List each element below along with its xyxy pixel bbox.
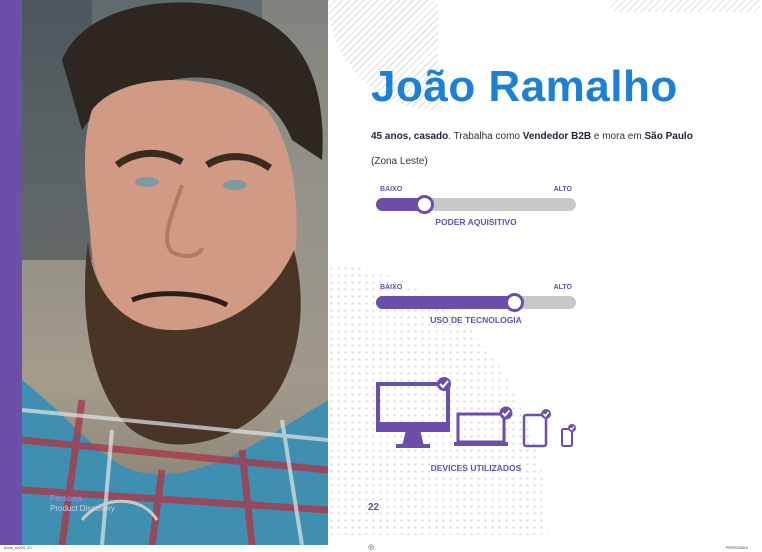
slider-caption: USO DE TECNOLOGIA — [430, 315, 522, 325]
slider-technology-use: BAIXO ALTO USO DE TECNOLOGIA — [376, 284, 576, 325]
slider-track — [376, 293, 576, 312]
photo-caption: Persona Product Discovery — [50, 494, 115, 514]
persona-bio: 45 anos, casado. Trabalha como Vendedor … — [371, 124, 716, 174]
slider-knob — [505, 293, 524, 312]
devices-row — [376, 376, 576, 456]
left-spine-bar — [0, 0, 22, 545]
slider-low-label: BAIXO — [380, 284, 403, 291]
bearded-man-illustration — [22, 0, 328, 545]
check-icon — [568, 424, 576, 432]
slider-knob — [415, 195, 434, 214]
bio-city: São Paulo — [644, 131, 693, 142]
slider-fill — [376, 198, 424, 211]
bio-text-3: (Zona Leste) — [371, 156, 428, 167]
bio-text-1: . Trabalha como — [448, 131, 523, 142]
footer-left: book_rev04_22 — [4, 545, 32, 550]
laptop-icon — [454, 406, 513, 446]
persona-name: João Ramalho — [371, 62, 678, 111]
persona-photo: Persona Product Discovery — [22, 0, 328, 545]
slider-fill — [376, 296, 514, 309]
slider-caption: PODER AQUISITIVO — [435, 217, 517, 227]
hatch-decoration-top — [610, 0, 760, 12]
desktop-icon — [376, 377, 451, 448]
slider-high-label: ALTO — [553, 284, 572, 291]
print-footer: book_rev04_22 ◎ PERSONAS — [0, 544, 762, 552]
footer-right: PERSONAS — [725, 545, 748, 550]
check-icon — [541, 409, 551, 419]
tablet-icon — [522, 409, 551, 448]
registration-mark-icon: ◎ — [368, 544, 375, 551]
photo-caption-subtitle: Product Discovery — [50, 504, 115, 513]
slider-low-label: BAIXO — [380, 186, 403, 193]
photo-caption-title: Persona — [50, 494, 82, 503]
bio-job: Vendedor B2B — [522, 131, 592, 142]
check-icon — [437, 377, 451, 391]
smartphone-icon — [561, 424, 576, 447]
bio-text-2: e mora em — [591, 131, 645, 142]
slider-track — [376, 195, 576, 214]
slider-high-label: ALTO — [553, 186, 572, 193]
bio-age-status: 45 anos, casado — [371, 131, 449, 142]
page-number: 22 — [368, 502, 380, 513]
devices-label: DEVICES UTILIZADOS — [430, 463, 522, 473]
slider-purchasing-power: BAIXO ALTO PODER AQUISITIVO — [376, 186, 576, 227]
